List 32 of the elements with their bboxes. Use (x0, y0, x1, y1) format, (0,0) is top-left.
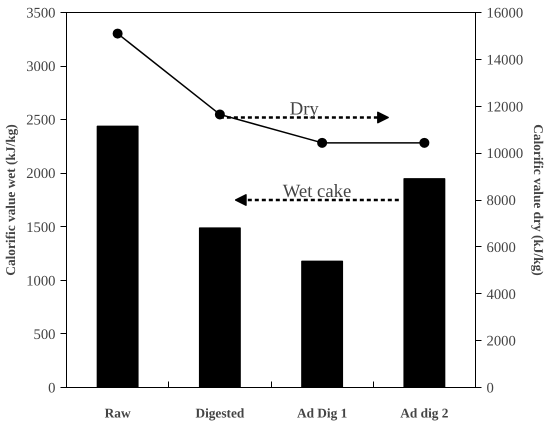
y2-tick-label: 2000 (486, 334, 516, 350)
bar (198, 227, 241, 388)
x-tick-label: Ad dig 2 (400, 406, 449, 420)
x-tick-label: Digested (195, 406, 245, 420)
y2-tick-label: 12000 (486, 99, 524, 116)
y-tick-label: 3000 (26, 59, 56, 76)
y2-tick-label: 8000 (486, 193, 516, 209)
x-tick-label: Raw (104, 406, 131, 420)
point (112, 28, 123, 39)
y-tick-label: 0 (48, 380, 56, 396)
y2-tick-label: 16000 (486, 6, 524, 22)
y2-tick-label: 0 (486, 380, 494, 396)
y2-tick-label: 14000 (486, 52, 524, 68)
bar (301, 260, 344, 388)
y-tick-label: 1500 (26, 220, 56, 236)
point (317, 138, 328, 148)
point (419, 138, 430, 148)
y-tick-label: 1000 (26, 273, 56, 290)
y-tick-label: 2500 (26, 112, 56, 129)
y2-tick-label: 6000 (486, 240, 516, 256)
y-tick-label: 500 (34, 326, 56, 343)
y2-axis-title: Calorific value dry (kJ/kg) (531, 124, 546, 276)
y2-tick-label: 10000 (486, 146, 524, 162)
annotation: Dry (290, 98, 320, 120)
annotation: Wet cake (282, 181, 352, 202)
bar (403, 178, 446, 388)
y-tick-label: 2000 (26, 166, 56, 182)
y2-tick-label: 4000 (486, 286, 516, 303)
x-tick-label: Ad Dig 1 (296, 406, 348, 420)
y-axis-title: Calorific value wet (kJ/kg) (3, 124, 18, 276)
y-tick-label: 3500 (26, 6, 56, 22)
bar (96, 126, 139, 388)
